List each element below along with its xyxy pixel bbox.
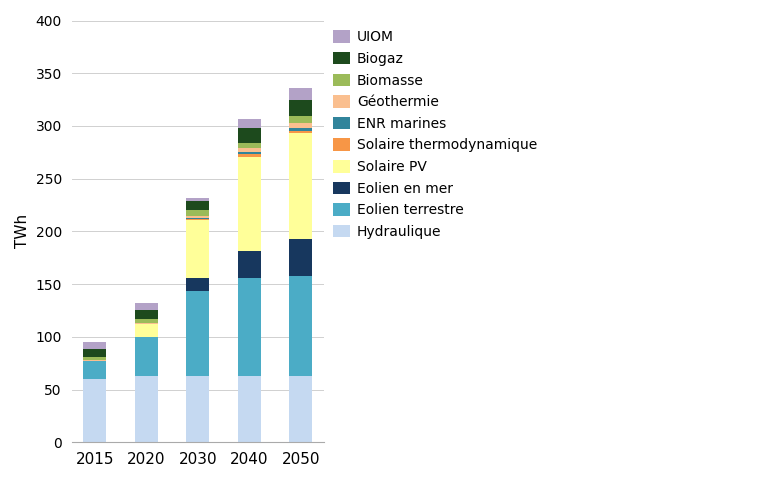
Legend: UIOM, Biogaz, Biomasse, Géothermie, ENR marines, Solaire thermodynamique, Solair: UIOM, Biogaz, Biomasse, Géothermie, ENR … — [331, 27, 540, 242]
Bar — [83, 349, 106, 357]
Bar — [237, 157, 261, 252]
Bar — [83, 360, 106, 361]
Bar — [135, 319, 158, 323]
Bar — [186, 218, 209, 219]
Bar — [186, 376, 209, 442]
Bar — [237, 376, 261, 442]
Bar — [135, 303, 158, 310]
Bar — [186, 292, 209, 376]
Bar — [135, 310, 158, 319]
Bar — [186, 201, 209, 210]
Y-axis label: TWh: TWh — [15, 214, 30, 248]
Bar — [289, 117, 312, 123]
Bar — [83, 379, 106, 442]
Bar — [135, 337, 158, 376]
Bar — [186, 220, 209, 278]
Bar — [237, 128, 261, 143]
Bar — [289, 88, 312, 100]
Bar — [186, 219, 209, 220]
Bar — [237, 148, 261, 152]
Bar — [83, 357, 106, 360]
Bar — [237, 278, 261, 376]
Bar — [135, 323, 158, 324]
Bar — [237, 119, 261, 128]
Bar — [289, 276, 312, 376]
Bar — [289, 134, 312, 239]
Bar — [135, 376, 158, 442]
Bar — [186, 210, 209, 215]
Bar — [289, 376, 312, 442]
Bar — [83, 361, 106, 379]
Bar — [135, 324, 158, 337]
Bar — [186, 198, 209, 201]
Bar — [289, 123, 312, 128]
Bar — [289, 128, 312, 131]
Bar — [289, 131, 312, 134]
Bar — [186, 215, 209, 218]
Bar — [83, 342, 106, 349]
Bar — [237, 152, 261, 154]
Bar — [237, 143, 261, 148]
Bar — [186, 278, 209, 292]
Bar — [289, 239, 312, 276]
Bar — [289, 100, 312, 117]
Bar — [237, 154, 261, 157]
Bar — [237, 252, 261, 278]
